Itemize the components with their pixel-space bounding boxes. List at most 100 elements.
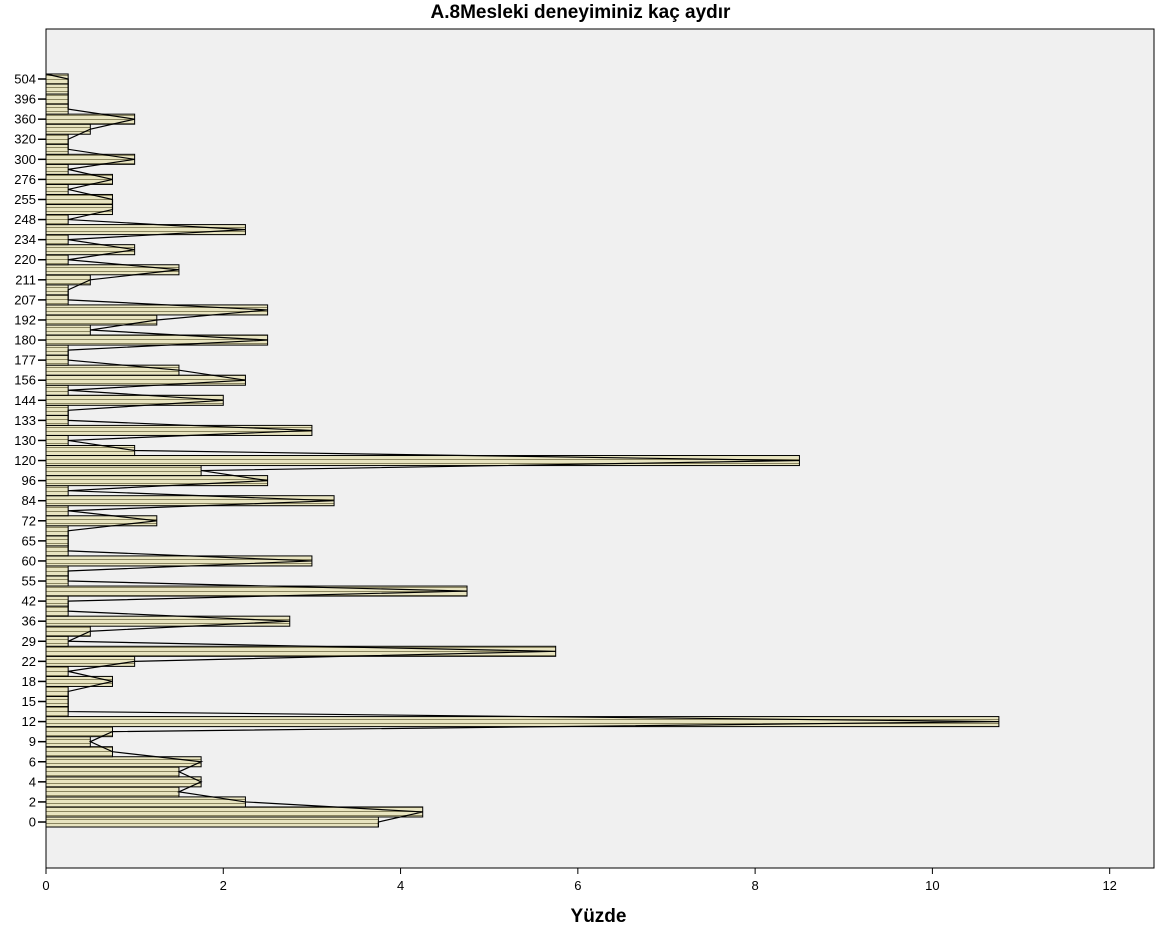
bar-20	[45, 665, 69, 677]
bar-29	[45, 635, 69, 647]
x-tick-label-10: 10	[925, 878, 939, 893]
y-tick-label-504: 504	[14, 72, 36, 87]
bar-177	[45, 354, 69, 366]
y-tick-label-55: 55	[22, 574, 36, 589]
bar-5	[45, 766, 180, 778]
y-tick-label-180: 180	[14, 333, 36, 348]
x-tick-label-2: 2	[220, 878, 227, 893]
y-tick-label-84: 84	[22, 493, 36, 508]
bar-140	[45, 404, 69, 416]
bar-36	[45, 615, 291, 627]
bar-240	[45, 224, 246, 236]
bar-12	[45, 716, 1000, 728]
bar-250	[45, 204, 113, 216]
y-tick-label-6: 6	[29, 754, 36, 769]
bar-384	[45, 103, 69, 115]
bar-3	[45, 786, 180, 798]
bar-270	[45, 183, 69, 195]
bar-144	[45, 394, 224, 406]
y-tick-label-72: 72	[22, 513, 36, 528]
x-tick-label-4: 4	[397, 878, 404, 893]
bar-127	[45, 444, 136, 457]
bar-220	[45, 254, 69, 266]
bar-4	[45, 776, 202, 788]
x-tick-label-12: 12	[1102, 878, 1116, 893]
y-tick-label-130: 130	[14, 433, 36, 448]
y-tick-label-192: 192	[14, 312, 36, 327]
y-tick-label-144: 144	[14, 393, 36, 408]
y-tick-label-36: 36	[22, 614, 36, 629]
y-tick-label-9: 9	[29, 734, 36, 749]
y-tick-label-42: 42	[22, 594, 36, 609]
bar-170	[45, 364, 180, 376]
bar-18	[45, 675, 113, 687]
chart-title: A.8Mesleki deneyiminiz kaç aydır	[430, 2, 731, 23]
x-tick-label-6: 6	[574, 878, 581, 893]
bar-62	[45, 545, 69, 557]
y-tick-label-234: 234	[14, 232, 36, 247]
bar-396	[45, 93, 69, 105]
bars-group	[45, 73, 1000, 828]
bar-6	[45, 756, 202, 768]
y-tick-label-29: 29	[22, 634, 36, 649]
bar-130	[45, 434, 69, 446]
bar-108	[45, 465, 202, 477]
bar-9	[45, 736, 91, 748]
bar-207	[45, 294, 69, 306]
x-axis: 0 2 4 6 8 10 12	[42, 868, 1117, 893]
y-tick-label-220: 220	[14, 252, 36, 267]
bar-48	[45, 585, 468, 597]
bar-312	[45, 143, 69, 155]
bar-276	[45, 173, 113, 185]
bar-280	[45, 163, 69, 175]
bar-80	[45, 505, 69, 517]
y-tick-label-276: 276	[14, 172, 36, 187]
x-axis-title: Yüzde	[570, 906, 627, 927]
bar-150	[45, 384, 69, 396]
y-tick-label-12: 12	[22, 714, 36, 729]
bar-2	[45, 796, 246, 808]
bar-40	[45, 605, 69, 617]
bar-132	[45, 424, 313, 436]
density-curve	[45, 73, 999, 828]
y-tick-label-396: 396	[14, 92, 36, 107]
bar-230	[45, 244, 136, 256]
x-tick-label-8: 8	[752, 878, 759, 893]
y-tick-label-300: 300	[14, 152, 36, 167]
bar-248	[45, 214, 69, 226]
bar-65	[45, 535, 69, 547]
bar-190	[45, 324, 91, 336]
bar-15	[45, 695, 69, 708]
bar-90	[45, 485, 69, 497]
y-tick-label-18: 18	[22, 674, 36, 689]
y-tick-label-360: 360	[14, 112, 36, 127]
y-tick-label-177: 177	[14, 353, 36, 368]
bar-22	[45, 655, 136, 667]
bar-84	[45, 495, 335, 507]
bar-17	[45, 685, 69, 697]
density-curve-group	[45, 73, 999, 828]
y-tick-label-207: 207	[14, 292, 36, 307]
bar-72	[45, 515, 158, 527]
bar-96	[45, 475, 269, 487]
bar-8	[45, 746, 113, 758]
x-tick-label-0: 0	[42, 878, 49, 893]
y-tick-label-255: 255	[14, 192, 36, 207]
bar-133	[45, 414, 69, 426]
y-tick-label-22: 22	[22, 654, 36, 669]
y-tick-label-211: 211	[15, 272, 36, 287]
bar-0	[45, 816, 379, 828]
bar-234	[45, 234, 69, 246]
bar-480	[45, 83, 69, 95]
bar-70	[45, 525, 69, 537]
bar-192	[45, 314, 158, 326]
bar-504	[45, 73, 69, 85]
bar-255	[45, 193, 113, 206]
bar-320	[45, 133, 69, 145]
y-tick-label-15: 15	[22, 694, 36, 709]
plot-area	[45, 28, 1155, 869]
bar-156	[45, 374, 246, 386]
y-tick-label-2: 2	[29, 794, 36, 809]
